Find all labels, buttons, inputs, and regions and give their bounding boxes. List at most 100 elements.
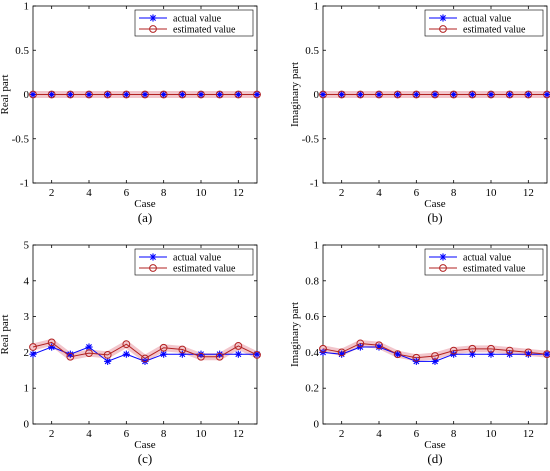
estimated-point xyxy=(122,90,131,99)
estimated-point xyxy=(178,345,187,354)
estimated-point xyxy=(337,90,346,99)
x-tick-label: 8 xyxy=(161,187,167,199)
actual-point xyxy=(394,350,402,358)
legend-label-actual: actual value xyxy=(463,14,512,25)
legend-label-actual: actual value xyxy=(463,253,512,264)
estimated-point xyxy=(393,350,402,359)
x-tick-label: 8 xyxy=(161,428,167,440)
actual-point xyxy=(66,90,74,99)
x-tick-label: 10 xyxy=(196,428,208,440)
y-tick-label: 0 xyxy=(24,89,30,101)
y-tick-label: 0 xyxy=(314,419,320,431)
chart-panel-d: 2 4 6 8 10 12 0 0.2 0.4 0.6 0.8 1 Case Imaginary part… xyxy=(289,240,550,466)
estimated-point xyxy=(159,343,168,352)
panel-caption: (d) xyxy=(427,451,442,466)
legend-marker-estimated xyxy=(149,25,157,33)
estimated-point xyxy=(66,352,75,361)
y-tick-label: 0 xyxy=(314,89,320,101)
actual-point xyxy=(375,90,383,99)
legend-label-actual: actual value xyxy=(173,253,222,264)
x-tick-label: 4 xyxy=(376,428,382,440)
estimated-point xyxy=(375,90,383,99)
y-tick-label: 0.4 xyxy=(305,347,319,359)
estimated-point xyxy=(66,90,75,99)
estimated-point xyxy=(197,352,205,361)
actual-point xyxy=(104,357,112,365)
x-tick-label: 12 xyxy=(233,187,244,199)
legend-marker-actual xyxy=(149,253,157,261)
actual-point xyxy=(487,90,495,99)
x-tick-label: 4 xyxy=(86,187,92,199)
y-tick-label: -0.5 xyxy=(12,133,30,145)
actual-point xyxy=(48,90,56,99)
actual-point xyxy=(543,90,550,99)
estimated-point xyxy=(543,350,550,359)
estimated-point xyxy=(431,352,439,360)
estimated-point xyxy=(487,90,495,99)
y-axis-label: Imaginary part xyxy=(289,302,301,367)
y-tick-label: 0 xyxy=(24,419,30,431)
x-tick-label: 4 xyxy=(86,428,92,440)
y-axis-label: Real part xyxy=(0,74,11,114)
legend-label-estimated: estimated value xyxy=(463,264,526,275)
estimated-point xyxy=(468,90,477,99)
x-tick-label: 2 xyxy=(339,187,345,199)
estimated-point xyxy=(412,90,421,99)
y-tick-label: 0.6 xyxy=(305,311,319,323)
estimated-point xyxy=(197,90,205,99)
y-tick-label: 0.8 xyxy=(305,275,319,287)
x-tick-label: 12 xyxy=(523,428,534,440)
actual-point xyxy=(394,90,402,99)
estimated-point xyxy=(85,349,93,358)
estimated-point xyxy=(103,351,112,359)
legend-label-estimated: estimated value xyxy=(173,264,236,275)
estimated-point xyxy=(122,340,131,349)
legend-marker-estimated xyxy=(439,25,447,33)
estimated-point xyxy=(449,346,458,355)
x-tick-label: 12 xyxy=(233,428,244,440)
estimated-point xyxy=(159,90,168,99)
actual-point xyxy=(468,350,476,358)
actual-point xyxy=(543,350,550,358)
estimated-point xyxy=(543,90,550,99)
x-tick-label: 10 xyxy=(196,187,208,199)
estimated-point xyxy=(234,342,243,350)
actual-point xyxy=(178,90,186,99)
y-tick-label: 1 xyxy=(314,240,320,252)
estimated-point xyxy=(412,353,421,362)
estimated-point xyxy=(356,339,365,348)
legend-label-estimated: estimated value xyxy=(463,25,526,36)
estimated-point xyxy=(178,90,187,99)
y-tick-label: 0.2 xyxy=(305,383,319,395)
actual-point xyxy=(29,90,37,99)
estimated-point xyxy=(468,344,477,353)
actual-point xyxy=(122,350,130,358)
estimated-point xyxy=(319,90,327,99)
estimated-point xyxy=(524,348,533,357)
estimated-point xyxy=(47,338,56,347)
estimated-point xyxy=(215,90,224,99)
actual-point xyxy=(122,90,130,99)
y-tick-label: -0.5 xyxy=(302,133,320,145)
estimated-point xyxy=(449,90,458,99)
legend-marker-estimated xyxy=(439,264,447,272)
y-axis-label: Real part xyxy=(0,314,11,354)
x-tick-label: 8 xyxy=(451,428,457,440)
y-axis-label: Imaginary part xyxy=(289,62,301,127)
actual-point xyxy=(338,350,346,358)
x-tick-label: 2 xyxy=(49,428,55,440)
actual-point xyxy=(234,350,242,358)
actual-point xyxy=(468,90,476,99)
x-tick-label: 2 xyxy=(339,428,345,440)
actual-point xyxy=(356,90,364,99)
actual-point xyxy=(104,90,112,99)
estimated-point xyxy=(47,90,56,99)
x-tick-label: 4 xyxy=(376,187,382,199)
actual-point xyxy=(85,343,93,351)
actual-point xyxy=(506,90,514,99)
estimated-point xyxy=(103,90,112,99)
x-tick-label: 10 xyxy=(486,428,498,440)
x-tick-label: 8 xyxy=(451,187,457,199)
